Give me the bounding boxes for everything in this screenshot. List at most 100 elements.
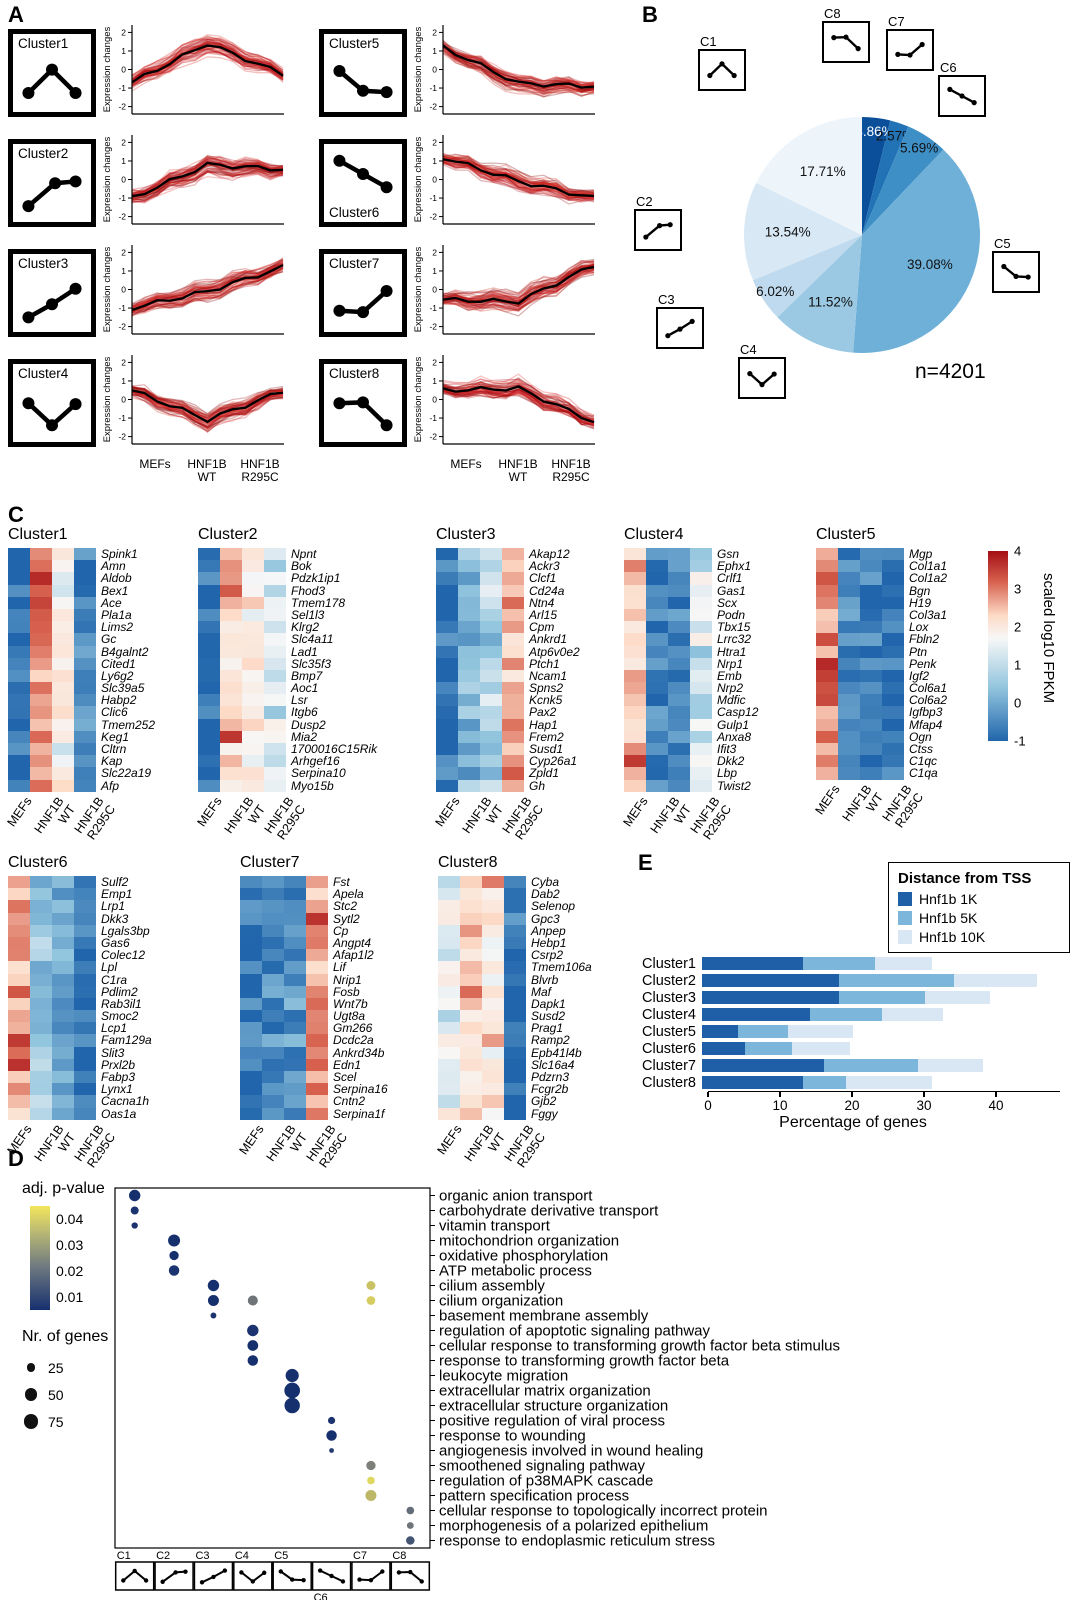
cluster-shape-dot bbox=[380, 1569, 385, 1574]
mean-expression-line bbox=[131, 44, 284, 84]
heatmap-cell bbox=[502, 694, 524, 707]
heatmap-cell bbox=[8, 1034, 30, 1047]
heatmap-cell bbox=[8, 657, 30, 670]
heatmap-cell bbox=[502, 706, 524, 719]
pie-slice-percentage: 39.08% bbox=[907, 257, 953, 272]
heatmap-cell bbox=[220, 633, 242, 646]
heatmap-cell bbox=[504, 1046, 526, 1059]
gene-label: C1ra bbox=[101, 972, 128, 987]
heatmap-cell bbox=[480, 621, 502, 634]
cluster-axis-icon-C7: C7 bbox=[351, 1550, 391, 1591]
expression-plot: 2 1 0 -1 -2 Expression changes bbox=[413, 355, 595, 445]
gene-label: Bgn bbox=[909, 583, 931, 598]
heatmap-cell bbox=[460, 1071, 482, 1084]
cluster-shape-dot bbox=[22, 200, 35, 213]
heatmap-cell bbox=[668, 633, 690, 646]
heatmap-cell bbox=[460, 888, 482, 901]
gene-label: Dkk2 bbox=[717, 754, 745, 769]
heatmap-cell bbox=[306, 997, 328, 1011]
heatmap-cell bbox=[690, 645, 712, 658]
heatmap-cell bbox=[646, 596, 668, 609]
heatmap-cell bbox=[240, 876, 262, 889]
y-tick-label: 0 bbox=[432, 395, 437, 405]
heatmap-cell bbox=[436, 621, 458, 634]
gene-label: B4galnt2 bbox=[101, 644, 149, 659]
heatmap-cell bbox=[220, 743, 242, 756]
gene-label: Habp2 bbox=[101, 693, 137, 708]
heatmap-cell bbox=[646, 645, 668, 658]
heatmap-cell bbox=[860, 767, 882, 780]
heatmap-cell bbox=[482, 1083, 504, 1096]
tss-bar-row: Cluster2 bbox=[630, 972, 1075, 989]
heatmap-cell bbox=[502, 730, 524, 743]
legend-size-label: 50 bbox=[48, 1386, 64, 1403]
heatmap-cell bbox=[668, 767, 690, 780]
heatmap-cell bbox=[624, 608, 646, 622]
heatmap-cell bbox=[30, 657, 52, 670]
heatmap-cell bbox=[220, 608, 242, 622]
cluster-category-label: Cluster8 bbox=[642, 1074, 696, 1091]
heatmap-cell bbox=[74, 876, 96, 889]
cluster-axis-label: C4 bbox=[235, 1550, 249, 1562]
heatmap-cell bbox=[860, 730, 882, 743]
gene-label: Akap12 bbox=[529, 547, 570, 561]
cluster-shape-dot bbox=[971, 100, 977, 106]
gene-label: 1700016C15Rik bbox=[291, 742, 378, 756]
go-enrichment-dot bbox=[168, 1234, 181, 1247]
gene-label: Fcgr2b bbox=[531, 1082, 569, 1097]
tss-bar-row: Cluster6 bbox=[630, 1040, 1075, 1057]
gene-label: Twist2 bbox=[717, 778, 751, 793]
gene-label: Slc16a4 bbox=[531, 1057, 575, 1072]
gene-label: Smoc2 bbox=[101, 1009, 139, 1024]
pie-total-annotation: n=4201 bbox=[915, 360, 986, 383]
heatmap-cell bbox=[306, 900, 328, 913]
heatmap-cell bbox=[262, 936, 284, 950]
y-tick-label: 0 bbox=[432, 175, 437, 185]
gene-label: Mdfic bbox=[717, 693, 746, 708]
profile-column: Cluster5 2 1 0 -1 -2 Expression changes Cluster… bbox=[319, 18, 630, 488]
gene-label: Igf2 bbox=[909, 668, 930, 683]
heatmap-colorbar: 4 3 2 1 0 -1 scaled log10 FPKM bbox=[988, 543, 1074, 763]
heatmap-cell bbox=[8, 949, 30, 962]
colorbar-tick: 3 bbox=[1014, 581, 1022, 597]
heatmap-cell bbox=[262, 888, 284, 901]
heatmap-cell bbox=[624, 645, 646, 658]
heatmap-cell bbox=[30, 706, 52, 719]
heatmap-cell bbox=[668, 718, 690, 731]
heatmap-cell bbox=[262, 1058, 284, 1071]
heatmap-cell bbox=[240, 985, 262, 998]
cluster-shape-dot bbox=[919, 41, 925, 48]
stacked-bar bbox=[702, 956, 933, 971]
y-tick-label: 1 bbox=[121, 46, 126, 56]
expression-plot: 2 1 0 -1 -2 Expression changes bbox=[102, 25, 284, 115]
go-term-label: cilium assembly bbox=[439, 1278, 545, 1295]
heatmap-cell bbox=[8, 743, 30, 756]
go-term-label: cellular response to transforming growth… bbox=[439, 1338, 840, 1355]
heatmap-cell bbox=[30, 1046, 52, 1059]
stacked-bar bbox=[702, 1007, 944, 1022]
x-tick bbox=[707, 1092, 709, 1097]
gene-label: Anxa8 bbox=[717, 729, 752, 744]
heatmap-cell bbox=[8, 682, 30, 695]
gene-label: Gjb2 bbox=[531, 1094, 557, 1109]
gene-label: Lbp bbox=[717, 766, 738, 781]
heatmap-cell bbox=[52, 669, 74, 683]
heatmap-cell bbox=[668, 755, 690, 768]
pie-slice-C5 bbox=[853, 149, 980, 353]
heatmap-cell bbox=[264, 706, 286, 719]
heatmap-cell bbox=[624, 560, 646, 573]
heatmap-cell bbox=[30, 572, 52, 585]
gene-label: Gpc3 bbox=[531, 911, 560, 926]
tss-bar-row: Cluster3 bbox=[630, 989, 1075, 1006]
heatmap-cell bbox=[816, 767, 838, 780]
heatmap-cell bbox=[624, 694, 646, 707]
go-enrichment-dot bbox=[247, 1340, 259, 1351]
heatmap-cell bbox=[480, 657, 502, 670]
heatmap-cell bbox=[816, 608, 838, 622]
heatmap-cell bbox=[646, 584, 668, 597]
heatmap-cell bbox=[690, 706, 712, 719]
heatmap-cell bbox=[264, 657, 286, 670]
heatmap-cell bbox=[838, 706, 860, 719]
cluster-shape-dot bbox=[855, 46, 861, 52]
